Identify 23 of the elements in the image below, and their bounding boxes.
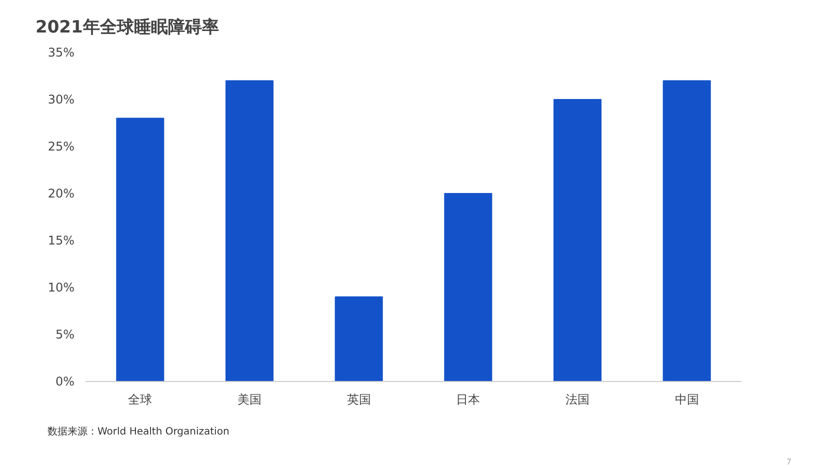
text: 7 — [786, 458, 792, 466]
bar — [444, 193, 492, 382]
y-tick-label: 10% — [48, 280, 74, 294]
source-note: 数据来源：World Health Organization — [48, 426, 230, 438]
x-tick-label: 全球 — [128, 392, 152, 406]
x-tick-label: 日本 — [456, 392, 480, 406]
y-tick-label: 35% — [48, 46, 74, 60]
chart-title: 2021年全球睡眠障碍率 — [36, 18, 219, 38]
x-tick-label: 美国 — [238, 392, 262, 406]
y-tick-label: 5% — [55, 328, 75, 342]
y-tick-label: 0% — [55, 374, 75, 388]
x-tick-label: 法国 — [566, 392, 590, 406]
y-tick-label: 25% — [48, 140, 74, 154]
y-tick-label: 20% — [48, 186, 74, 200]
x-tick-label: 英国 — [346, 392, 371, 406]
bar — [553, 99, 602, 382]
bar — [225, 80, 274, 382]
x-tick-label: 中国 — [674, 392, 699, 406]
bar — [116, 118, 164, 382]
y-tick-label: 15% — [48, 234, 74, 248]
bar — [334, 296, 383, 382]
bar — [662, 80, 711, 382]
y-tick-label: 30% — [48, 92, 74, 106]
